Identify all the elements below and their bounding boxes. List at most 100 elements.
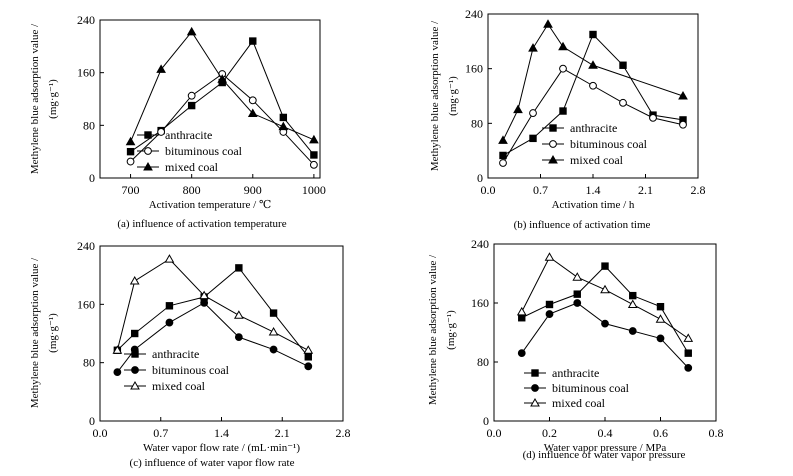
x-tick-label: 0.7 xyxy=(533,183,548,197)
legend-entry: mixed coal xyxy=(137,160,219,174)
x-tick-label: 2.1 xyxy=(275,426,290,440)
series-mixed-coal xyxy=(125,26,319,146)
data-point xyxy=(516,306,527,316)
data-point xyxy=(187,91,196,100)
series-line xyxy=(116,302,309,373)
legend-label: mixed coal xyxy=(152,379,206,393)
legend-entry: bituminous coal xyxy=(524,381,630,395)
data-point xyxy=(601,262,609,270)
legend-marker xyxy=(531,369,539,377)
series-anthracite xyxy=(113,264,312,361)
y-axis-label-line1: Methylene blue adsorption value / xyxy=(29,23,41,174)
data-point xyxy=(304,362,313,371)
data-point xyxy=(544,252,555,261)
legend-marker xyxy=(549,124,557,132)
y-tick-label: 0 xyxy=(89,171,95,185)
data-point xyxy=(619,61,627,69)
legend-label: anthracite xyxy=(152,347,199,361)
chart-panel-2: 0.0 0.7 1.4 2.1 2.8 0 80 160 240 Activation time … xyxy=(429,7,706,231)
data-point xyxy=(249,37,257,45)
data-point xyxy=(588,60,598,69)
x-tick-label: 0.0 xyxy=(487,426,502,440)
y-tick-label: 0 xyxy=(483,414,489,428)
series-bituminous-coal xyxy=(499,64,687,167)
data-point xyxy=(130,345,139,354)
y-tick-label: 80 xyxy=(83,356,95,370)
y-axis-label-unit: (mg·g⁻¹) xyxy=(47,79,59,119)
data-point xyxy=(269,309,278,317)
plot-frame xyxy=(99,19,321,179)
data-point xyxy=(304,353,312,361)
data-point xyxy=(656,302,665,311)
data-point xyxy=(164,254,175,263)
series-mixed-coal xyxy=(516,252,694,342)
data-point xyxy=(279,113,288,122)
data-point xyxy=(217,74,228,83)
series-anthracite xyxy=(126,37,318,159)
series-anthracite xyxy=(518,262,692,357)
x-tick-label: 1.4 xyxy=(586,183,601,197)
panel-caption: (d) influence of water vapor pressure xyxy=(523,449,686,461)
data-point xyxy=(247,108,258,117)
y-tick-label: 160 xyxy=(77,297,95,311)
legend-label: bituminous coal xyxy=(552,381,630,395)
x-axis-label: Water vapor flow rate / (mL·min⁻¹) xyxy=(143,442,300,454)
y-tick-label: 0 xyxy=(477,171,483,185)
x-tick-label: 1000 xyxy=(302,183,326,197)
legend-entry: anthracite xyxy=(137,128,212,142)
data-point xyxy=(628,327,637,335)
panel-caption: (c) influence of water vapor flow rate xyxy=(130,457,295,469)
legend-marker xyxy=(144,131,152,139)
chart-panel-3: 0.0 0.7 1.4 2.1 2.8 0 80 160 240 Water vapor flow… xyxy=(29,239,351,469)
data-point xyxy=(235,264,243,272)
data-point xyxy=(156,64,166,73)
y-axis-label: Methylene blue adsorption value / (mg·g⁻¹… xyxy=(429,20,459,171)
data-point xyxy=(619,98,627,107)
legend-marker xyxy=(144,147,152,155)
data-point xyxy=(559,64,567,73)
legend-entry: bituminous coal xyxy=(137,144,243,158)
x-tick-label: 2.8 xyxy=(336,426,351,440)
legend-label: bituminous coal xyxy=(152,363,230,377)
y-tick-label: 160 xyxy=(465,62,483,76)
legend-entry: mixed coal xyxy=(524,396,606,410)
x-axis-label: Activation time / h xyxy=(552,199,635,211)
data-point xyxy=(589,30,597,39)
data-point xyxy=(601,319,609,328)
data-point xyxy=(558,41,568,51)
series-bituminous-coal xyxy=(517,299,693,372)
legend-label: anthracite xyxy=(552,366,599,380)
data-point xyxy=(499,151,507,160)
data-point xyxy=(131,329,139,338)
x-tick-label: 2.1 xyxy=(638,183,653,197)
chart-panel-4: 0.0 0.2 0.4 0.6 0.8 0 80 160 240 Water vapor pres… xyxy=(427,237,724,461)
y-tick-label: 80 xyxy=(477,355,489,369)
series-mixed-coal xyxy=(498,19,688,144)
legend-label: mixed coal xyxy=(552,396,606,410)
legend-entry: anthracite xyxy=(524,366,599,380)
legend-label: mixed coal xyxy=(165,160,219,174)
y-axis-label-unit: (mg·g⁻¹) xyxy=(447,76,459,116)
y-tick-label: 160 xyxy=(471,296,489,310)
x-tick-label: 0.6 xyxy=(653,426,668,440)
legend-label: mixed coal xyxy=(570,153,624,167)
data-point xyxy=(600,284,610,294)
data-point xyxy=(545,310,554,318)
legend-marker xyxy=(531,384,539,392)
data-point xyxy=(129,275,140,285)
data-point xyxy=(309,160,318,169)
x-tick-label: 0.0 xyxy=(481,183,496,197)
y-tick-label: 240 xyxy=(465,7,483,21)
data-point xyxy=(529,109,537,117)
data-point xyxy=(310,151,318,159)
x-tick-label: 1.4 xyxy=(214,426,229,440)
series-bituminous-coal xyxy=(113,298,313,377)
data-point xyxy=(589,81,597,90)
x-tick-label: 800 xyxy=(183,183,201,197)
y-tick-label: 240 xyxy=(77,239,95,253)
panel-caption: (b) influence of activation time xyxy=(514,219,651,231)
data-point xyxy=(126,147,135,156)
y-axis-label: Methylene blue adsorption value / (mg·g⁻¹… xyxy=(29,23,59,174)
data-point xyxy=(684,364,693,372)
data-point xyxy=(165,302,174,310)
